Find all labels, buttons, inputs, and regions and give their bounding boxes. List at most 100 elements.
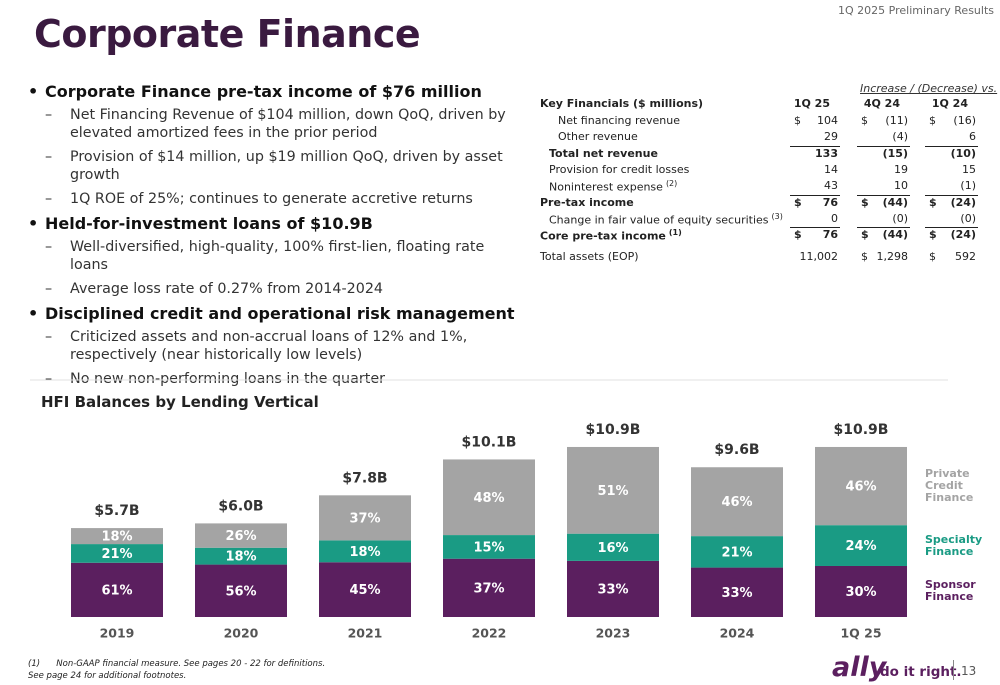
total-label: $9.6B (714, 442, 759, 458)
label-text: Net financing revenue (558, 114, 681, 127)
bar-segment (443, 558, 535, 617)
bar-segment (319, 562, 411, 617)
column-header: 1Q 24 (931, 97, 968, 110)
total-rule (790, 145, 840, 147)
bar-segment (195, 523, 287, 548)
row-label: Total assets (EOP) (540, 250, 639, 263)
x-tick-label: 2019 (100, 626, 135, 641)
segment-label: 18% (349, 545, 380, 560)
segment-label: 46% (845, 480, 876, 495)
segment-label: 33% (721, 586, 752, 601)
cell-value: 1,298 (876, 250, 909, 264)
legend-label: Sponsor Finance (925, 578, 976, 604)
currency: $ (861, 195, 869, 209)
segment-label: 21% (101, 547, 132, 562)
bar-segment (815, 446, 907, 526)
segment-label: 51% (597, 484, 628, 499)
cell-value: 133 (815, 146, 838, 160)
footnote: See page 24 for additional footnotes. (28, 671, 187, 681)
note: (1) (668, 228, 682, 238)
cell-value: 76 (822, 195, 838, 209)
total-rule (925, 227, 978, 229)
sub-bullet: Net Financing Revenue of $104 million, d… (26, 106, 526, 142)
currency: $ (861, 114, 868, 127)
cell-value: (1) (960, 179, 976, 193)
row-label: Pre-tax income (540, 196, 634, 209)
column-header: 4Q 24 (863, 97, 900, 110)
cell-value: (24) (950, 195, 976, 209)
footnotes: (1) Non-GAAP financial measure. See page… (28, 658, 325, 682)
footnote-text: Non-GAAP financial measure. See pages 20… (56, 659, 326, 669)
bar-segment (195, 564, 287, 617)
currency: $ (929, 250, 936, 264)
bar-segment (567, 446, 659, 534)
label-text: Pre-tax income (540, 195, 634, 209)
x-tick-label: 2021 (348, 626, 383, 641)
label-text: Other revenue (558, 130, 638, 144)
cell-value: (4) (892, 130, 908, 144)
cell-value: (44) (882, 195, 908, 209)
segment-label: 46% (721, 495, 752, 510)
bar-segment (567, 533, 659, 561)
total-rule (790, 194, 840, 196)
x-tick-label: 2020 (224, 626, 259, 641)
x-tick-label: 2023 (596, 626, 631, 641)
cell-value: 10 (894, 179, 908, 193)
column-header: 1Q 25 (793, 97, 830, 110)
label-text: Noninterest expense (549, 180, 663, 194)
cell-value: (44) (882, 228, 908, 242)
currency: $ (794, 228, 802, 242)
divider (953, 660, 954, 680)
x-tick-label: 2024 (720, 626, 755, 641)
chart-title: HFI Balances by Lending Vertical (41, 393, 319, 411)
group-header: Increase / (Decrease) vs. (860, 82, 998, 95)
note: (3) (771, 211, 783, 221)
currency: $ (929, 195, 937, 209)
sub-bullet: Well-diversified, high-quality, 100% fir… (26, 238, 526, 274)
bullet-list: Corporate Finance pre-tax income of $76 … (26, 80, 526, 394)
sub-bullet: Criticized assets and non-accrual loans … (26, 328, 526, 364)
bar-segment (691, 467, 783, 537)
currency: $ (861, 228, 869, 242)
segment-label: 37% (473, 581, 504, 596)
bar-segment (71, 562, 163, 617)
segment-label: 48% (473, 491, 504, 506)
note: (2) (665, 179, 678, 189)
segment-label: 30% (845, 585, 876, 600)
bullet: Held-for-investment loans of $10.9B (26, 214, 526, 234)
label-text: Provision for credit losses (549, 162, 690, 176)
row-label: Total net revenue (549, 147, 658, 160)
cell-value: 0 (831, 211, 838, 225)
total-rule (857, 194, 910, 196)
cell-value: 6 (969, 130, 976, 144)
row-label: Other revenue (558, 130, 638, 143)
row-label: Noninterest expense (2) (549, 179, 677, 194)
segment-label: 18% (101, 530, 132, 545)
segment-label: 16% (597, 541, 628, 556)
cell-value: 14 (824, 162, 838, 176)
total-rule (857, 145, 910, 147)
cell-value: 19 (894, 162, 908, 176)
segment-label: 15% (473, 540, 504, 555)
total-label: $10.9B (586, 422, 641, 438)
page-number: 13 (961, 664, 977, 678)
footnote-mark: (1) (28, 659, 41, 669)
currency: $ (794, 114, 801, 127)
segment-label: 24% (845, 539, 876, 554)
segment-label: 18% (225, 550, 256, 565)
row-label: Net financing revenue (558, 114, 680, 127)
total-label: $6.0B (218, 498, 263, 514)
total-label: $10.1B (462, 434, 517, 450)
total-label: $10.9B (834, 422, 889, 438)
tagline: do it right. (880, 664, 962, 680)
currency: $ (794, 195, 802, 209)
segment-label: 56% (225, 584, 256, 599)
total-label: $5.7B (94, 503, 139, 519)
report-label: 1Q 2025 Preliminary Results (838, 4, 994, 17)
currency: $ (929, 114, 936, 127)
cell-value: (0) (892, 211, 908, 225)
bar-segment (443, 535, 535, 559)
cell-value: (24) (950, 228, 976, 242)
